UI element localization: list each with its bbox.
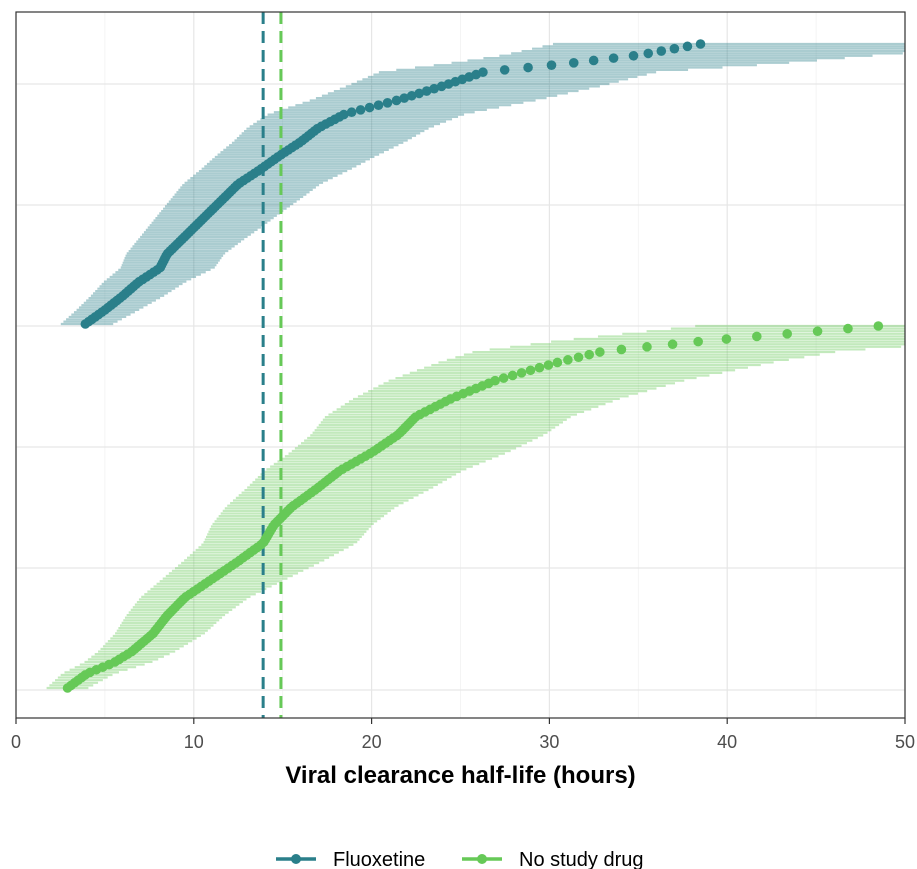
data-point (525, 365, 536, 376)
uncertainty-bands (46, 42, 905, 690)
data-point (782, 329, 792, 339)
legend-label: Fluoxetine (333, 849, 425, 869)
data-point (563, 355, 573, 365)
x-tick-label: 0 (11, 732, 21, 752)
data-point (399, 93, 410, 103)
data-point (682, 41, 693, 52)
data-point (364, 102, 375, 113)
data-point (346, 107, 357, 118)
data-point (643, 48, 654, 59)
data-point (616, 344, 627, 355)
x-tick-label: 30 (539, 732, 559, 752)
data-point (752, 331, 762, 342)
data-point (534, 362, 545, 373)
legend-item: No study drug (462, 849, 644, 869)
data-point (573, 352, 584, 363)
x-tick-label: 50 (895, 732, 915, 752)
data-point (391, 95, 402, 106)
data-point (595, 347, 605, 357)
data-point (516, 368, 527, 378)
data-point (568, 58, 579, 68)
data-point (546, 60, 557, 70)
data-points (62, 39, 884, 693)
legend-key-dot (291, 854, 301, 864)
data-point (721, 334, 732, 344)
plot-border (15, 11, 906, 719)
data-point (695, 39, 706, 49)
data-point (873, 321, 884, 331)
data-point (406, 90, 417, 101)
data-point (478, 67, 488, 78)
data-point (499, 65, 510, 75)
data-point (843, 323, 853, 334)
data-point (498, 373, 509, 383)
x-tick-label: 40 (717, 732, 737, 752)
reference-lines (261, 12, 283, 718)
data-point (429, 83, 439, 94)
data-point (507, 370, 518, 381)
legend-key-dot (477, 854, 487, 864)
legend-label: No study drug (519, 849, 644, 869)
data-point (667, 339, 678, 350)
data-point (523, 62, 533, 73)
x-axis-title: Viral clearance half-life (hours) (285, 762, 635, 789)
data-point (414, 88, 424, 99)
legend: Fluoxetine No study drug (276, 849, 644, 869)
data-point (588, 55, 599, 66)
x-tick-label: 20 (362, 732, 382, 752)
data-point (355, 105, 366, 115)
data-point (812, 326, 823, 337)
data-point (584, 349, 595, 360)
data-point (693, 336, 703, 347)
x-axis: 0 10 20 30 40 50 (11, 718, 915, 752)
data-point (628, 50, 639, 61)
data-point (382, 98, 393, 108)
data-point (642, 342, 652, 352)
data-point (552, 357, 563, 368)
data-point (373, 100, 384, 110)
data-point (339, 109, 349, 120)
data-point (490, 375, 500, 386)
data-point (608, 53, 619, 63)
x-tick-label: 10 (184, 732, 204, 752)
data-point (656, 46, 667, 56)
legend-item: Fluoxetine (276, 849, 425, 869)
data-point (543, 360, 554, 370)
data-point (421, 86, 432, 96)
data-point (669, 43, 680, 54)
